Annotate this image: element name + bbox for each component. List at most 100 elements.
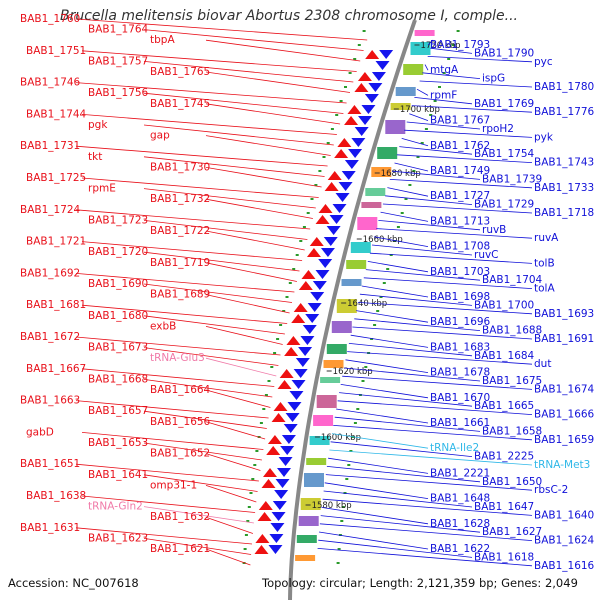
left-gene-label[interactable]: BAB1_1746 (20, 77, 81, 89)
right-gene-label[interactable]: ruvB (482, 224, 506, 236)
right-gene-label[interactable]: BAB1_1661 (430, 417, 490, 429)
right-gene-label[interactable]: BAB1_1650 (482, 476, 542, 488)
left-gene-label[interactable]: BAB1_1672 (20, 331, 80, 343)
right-gene-label[interactable]: BAB1_1658 (482, 425, 542, 437)
left-gene-label[interactable]: BAB1_1673 (88, 342, 148, 354)
right-gene-label[interactable]: BAB1_1708 (430, 241, 490, 253)
right-gene-label[interactable]: BAB1_1691 (534, 333, 594, 345)
left-gene-label[interactable]: BAB1_1765 (150, 66, 210, 78)
right-gene-label[interactable]: BAB1_1739 (482, 173, 542, 185)
left-gene-label[interactable]: BAB1_1722 (150, 225, 210, 237)
right-gene-label[interactable]: BAB1_1665 (474, 400, 534, 412)
left-gene-label[interactable]: exbB (150, 320, 176, 332)
right-gene-label[interactable]: BAB1_1683 (430, 341, 490, 353)
left-gene-label[interactable]: pgk (88, 119, 108, 131)
left-gene-label[interactable]: BAB1_1663 (20, 395, 80, 407)
right-gene-label[interactable]: rpoH2 (482, 123, 514, 135)
right-gene-label[interactable]: BAB1_1693 (534, 308, 594, 320)
right-gene-label[interactable]: BAB1_1684 (474, 350, 535, 362)
left-gene-label[interactable]: BAB1_1652 (150, 448, 210, 460)
left-gene-label[interactable]: BAB1_1651 (20, 458, 80, 470)
left-gene-label[interactable]: BAB1_1623 (88, 532, 148, 544)
right-gene-label[interactable]: pyc (534, 56, 553, 68)
left-gene-label[interactable]: BAB1_1692 (20, 267, 80, 279)
right-gene-label[interactable]: BAB1_1622 (430, 543, 490, 555)
left-gene-label[interactable]: gabD (26, 426, 54, 438)
left-gene-label[interactable]: BAB1_1681 (26, 299, 86, 311)
right-gene-label[interactable]: BAB1_1718 (534, 207, 594, 219)
left-gene-label[interactable]: tkt (88, 151, 102, 163)
left-gene-label[interactable]: BAB1_1720 (88, 246, 148, 258)
right-gene-label[interactable]: dut (534, 358, 551, 370)
left-gene-label[interactable]: BAB1_1621 (150, 543, 210, 555)
right-gene-label[interactable]: BAB1_1767 (430, 115, 490, 127)
left-gene-label[interactable]: gap (150, 130, 170, 142)
left-gene-label[interactable]: BAB1_1641 (88, 469, 148, 481)
left-gene-label[interactable]: BAB1_1653 (88, 437, 148, 449)
right-gene-label[interactable]: BAB1_1670 (430, 392, 490, 404)
right-gene-label[interactable]: BAB1_1793 (430, 39, 490, 51)
right-gene-label[interactable]: BAB1_1675 (482, 375, 542, 387)
right-gene-label[interactable]: BAB1_1776 (534, 106, 595, 118)
left-gene-label[interactable]: BAB1_1719 (150, 257, 210, 269)
left-gene-label[interactable]: BAB1_1731 (20, 140, 80, 152)
left-gene-label[interactable]: BAB1_1667 (26, 363, 86, 375)
left-gene-label[interactable]: omp31-1 (150, 479, 197, 491)
right-gene-label[interactable]: BAB1_1769 (474, 98, 534, 110)
right-gene-label[interactable]: BAB1_1666 (534, 409, 595, 421)
right-gene-label[interactable]: BAB1_1628 (430, 518, 490, 530)
right-gene-label[interactable]: BAB1_1762 (430, 140, 490, 152)
right-gene-label[interactable]: rbsC-2 (534, 484, 568, 496)
right-gene-label[interactable]: ispG (482, 73, 505, 85)
right-gene-label[interactable]: tolB (534, 257, 555, 269)
left-gene-label[interactable]: BAB1_1732 (150, 193, 210, 205)
left-gene-label[interactable]: BAB1_1756 (88, 87, 149, 99)
right-gene-label[interactable]: BAB1_1729 (474, 199, 534, 211)
right-gene-label[interactable]: BAB1_1624 (534, 535, 595, 547)
right-gene-label[interactable]: BAB1_1627 (482, 526, 542, 538)
left-gene-label[interactable]: BAB1_1689 (150, 289, 210, 301)
right-gene-label[interactable]: BAB1_1618 (474, 551, 534, 563)
right-gene-label[interactable]: BAB1_1674 (534, 383, 595, 395)
left-gene-label[interactable]: BAB1_1744 (26, 108, 87, 120)
right-gene-label[interactable]: BAB1_1647 (474, 501, 534, 513)
left-gene-label[interactable]: BAB1_1721 (26, 236, 86, 248)
left-gene-label[interactable]: BAB1_1664 (150, 384, 211, 396)
left-gene-label[interactable]: BAB1_1631 (20, 522, 80, 534)
right-gene-label[interactable]: BAB1_1790 (474, 47, 534, 59)
right-gene-label[interactable]: BAB1_1780 (534, 81, 594, 93)
left-gene-label[interactable]: rpmE (88, 183, 116, 195)
right-gene-label[interactable]: BAB1_1640 (534, 509, 594, 521)
right-gene-label[interactable]: BAB1_1659 (534, 434, 594, 446)
right-gene-label[interactable]: BAB1_1688 (482, 325, 542, 337)
left-gene-label[interactable]: BAB1_1723 (88, 214, 148, 226)
left-gene-label[interactable]: BAB1_1632 (150, 511, 210, 523)
right-gene-label[interactable]: BAB1_1696 (430, 316, 491, 328)
left-gene-label[interactable]: BAB1_1724 (20, 204, 81, 216)
right-gene-label[interactable]: pyk (534, 131, 554, 143)
right-gene-label[interactable]: ruvC (474, 249, 499, 261)
left-gene-label[interactable]: BAB1_1680 (88, 310, 148, 322)
left-gene-label[interactable]: tRNA-Glu3 (150, 352, 205, 364)
right-gene-label[interactable]: BAB1_1698 (430, 291, 490, 303)
right-gene-label[interactable]: ruvA (534, 232, 559, 244)
right-gene-label[interactable]: mtgA (430, 64, 459, 76)
left-gene-label[interactable]: BAB1_1760 (20, 13, 80, 25)
right-gene-label[interactable]: BAB1_1754 (474, 148, 535, 160)
left-gene-label[interactable]: BAB1_1745 (150, 98, 210, 110)
right-gene-label[interactable]: BAB1_1713 (430, 215, 490, 227)
right-gene-label[interactable]: BAB1_1648 (430, 493, 490, 505)
left-gene-label[interactable]: BAB1_1757 (88, 55, 148, 67)
right-gene-label[interactable]: BAB1_1616 (534, 560, 595, 572)
left-gene-label[interactable]: BAB1_1764 (88, 24, 149, 36)
right-gene-label[interactable]: tolA (534, 283, 555, 295)
right-gene-label[interactable]: BAB1_1727 (430, 190, 490, 202)
right-gene-label[interactable]: BAB1_1704 (482, 274, 543, 286)
left-gene-label[interactable]: BAB1_1690 (88, 278, 148, 290)
left-gene-label[interactable]: BAB1_1656 (150, 416, 211, 428)
right-gene-label[interactable]: BAB1_1703 (430, 266, 490, 278)
left-gene-label[interactable]: BAB1_1751 (26, 45, 86, 57)
right-gene-label[interactable]: BAB1_2225 (474, 451, 534, 463)
left-gene-label[interactable]: tbpA (150, 34, 175, 46)
right-gene-label[interactable]: BAB1_2221 (430, 467, 490, 479)
